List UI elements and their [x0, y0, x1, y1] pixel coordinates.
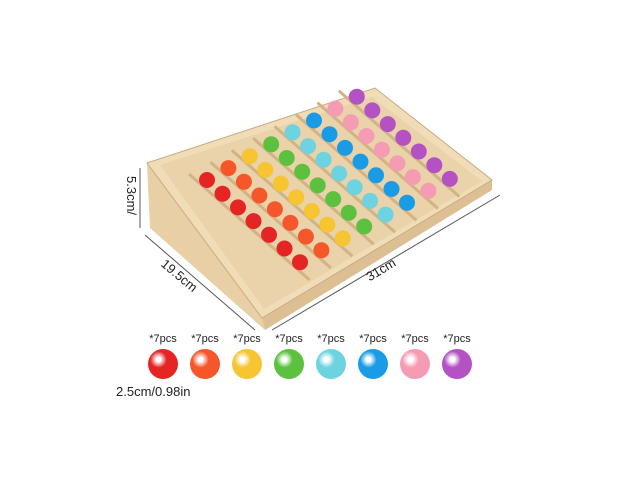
- orange-ball: [282, 214, 299, 231]
- yellow-ball: [319, 216, 336, 233]
- pink-ball-sample: [400, 349, 430, 379]
- ball-size-label: 2.5cm/0.98in: [116, 384, 191, 399]
- count-label: *7pcs: [149, 333, 177, 345]
- orange-ball: [235, 173, 252, 190]
- pink-ball: [358, 128, 375, 144]
- purple-ball: [348, 88, 365, 105]
- red-ball: [261, 226, 277, 243]
- green-ball: [340, 204, 357, 221]
- blue-ball: [337, 139, 353, 156]
- purple-ball: [410, 143, 427, 160]
- purple-ball: [441, 170, 458, 187]
- blue-ball: [368, 167, 384, 184]
- orange-ball: [251, 187, 268, 204]
- pink-ball: [373, 141, 390, 158]
- height-label: 5.3cm/: [124, 175, 140, 216]
- count-label: *7pcs: [191, 333, 219, 345]
- yellow-ball: [272, 175, 289, 192]
- pink-ball: [342, 114, 359, 131]
- red-ball: [292, 254, 308, 271]
- green-ball: [263, 136, 280, 153]
- count-label: *7pcs: [233, 333, 261, 345]
- green-ball: [325, 191, 342, 208]
- purple-ball: [364, 102, 381, 119]
- cyan-ball: [284, 124, 301, 141]
- count-label: *7pcs: [275, 333, 303, 345]
- green-ball-sample: [274, 349, 304, 379]
- purple-ball: [395, 129, 412, 146]
- yellow-ball: [334, 230, 351, 247]
- blue-ball: [352, 153, 369, 170]
- green-ball: [278, 150, 295, 166]
- cyan-ball: [362, 192, 379, 209]
- green-ball: [309, 177, 326, 194]
- red-ball: [230, 199, 246, 216]
- pink-ball: [420, 182, 437, 199]
- yellow-ball-sample: [232, 349, 262, 379]
- pink-ball: [389, 155, 406, 172]
- count-label: *7pcs: [443, 333, 471, 345]
- pink-ball: [327, 100, 344, 117]
- red-ball-sample: [148, 349, 178, 379]
- cyan-ball: [300, 138, 317, 155]
- blue-ball: [306, 112, 322, 129]
- purple-ball: [426, 157, 443, 174]
- tray-left-face: [147, 163, 265, 330]
- cyan-ball: [346, 179, 363, 196]
- cyan-ball: [377, 206, 394, 223]
- blue-ball: [321, 126, 338, 143]
- orange-ball-sample: [190, 349, 220, 379]
- orange-ball: [266, 201, 283, 218]
- pink-ball: [404, 169, 421, 186]
- blue-ball: [383, 181, 400, 197]
- tray-front-face: [262, 180, 492, 330]
- count-label: *7pcs: [317, 333, 345, 345]
- green-ball: [294, 163, 311, 180]
- red-ball: [276, 240, 293, 257]
- orange-ball: [313, 242, 330, 259]
- cyan-ball: [315, 151, 332, 168]
- yellow-ball: [303, 203, 320, 219]
- blue-ball: [399, 194, 415, 211]
- orange-ball: [220, 160, 237, 177]
- yellow-ball: [288, 189, 305, 206]
- yellow-ball: [257, 161, 274, 178]
- purple-ball-sample: [442, 349, 472, 379]
- count-label: *7pcs: [401, 333, 429, 345]
- width-dimension-line: [271, 194, 501, 331]
- red-ball: [214, 185, 231, 202]
- tray-inner: [160, 97, 482, 309]
- yellow-ball: [241, 148, 258, 165]
- red-ball: [245, 213, 262, 230]
- depth-dimension-line: [144, 234, 256, 331]
- red-ball: [199, 172, 215, 188]
- count-label: *7pcs: [359, 333, 387, 345]
- cyan-ball-sample: [316, 349, 346, 379]
- orange-ball: [297, 228, 314, 245]
- cyan-ball: [331, 165, 348, 182]
- green-ball: [356, 218, 373, 235]
- blue-ball-sample: [358, 349, 388, 379]
- purple-ball: [379, 116, 396, 133]
